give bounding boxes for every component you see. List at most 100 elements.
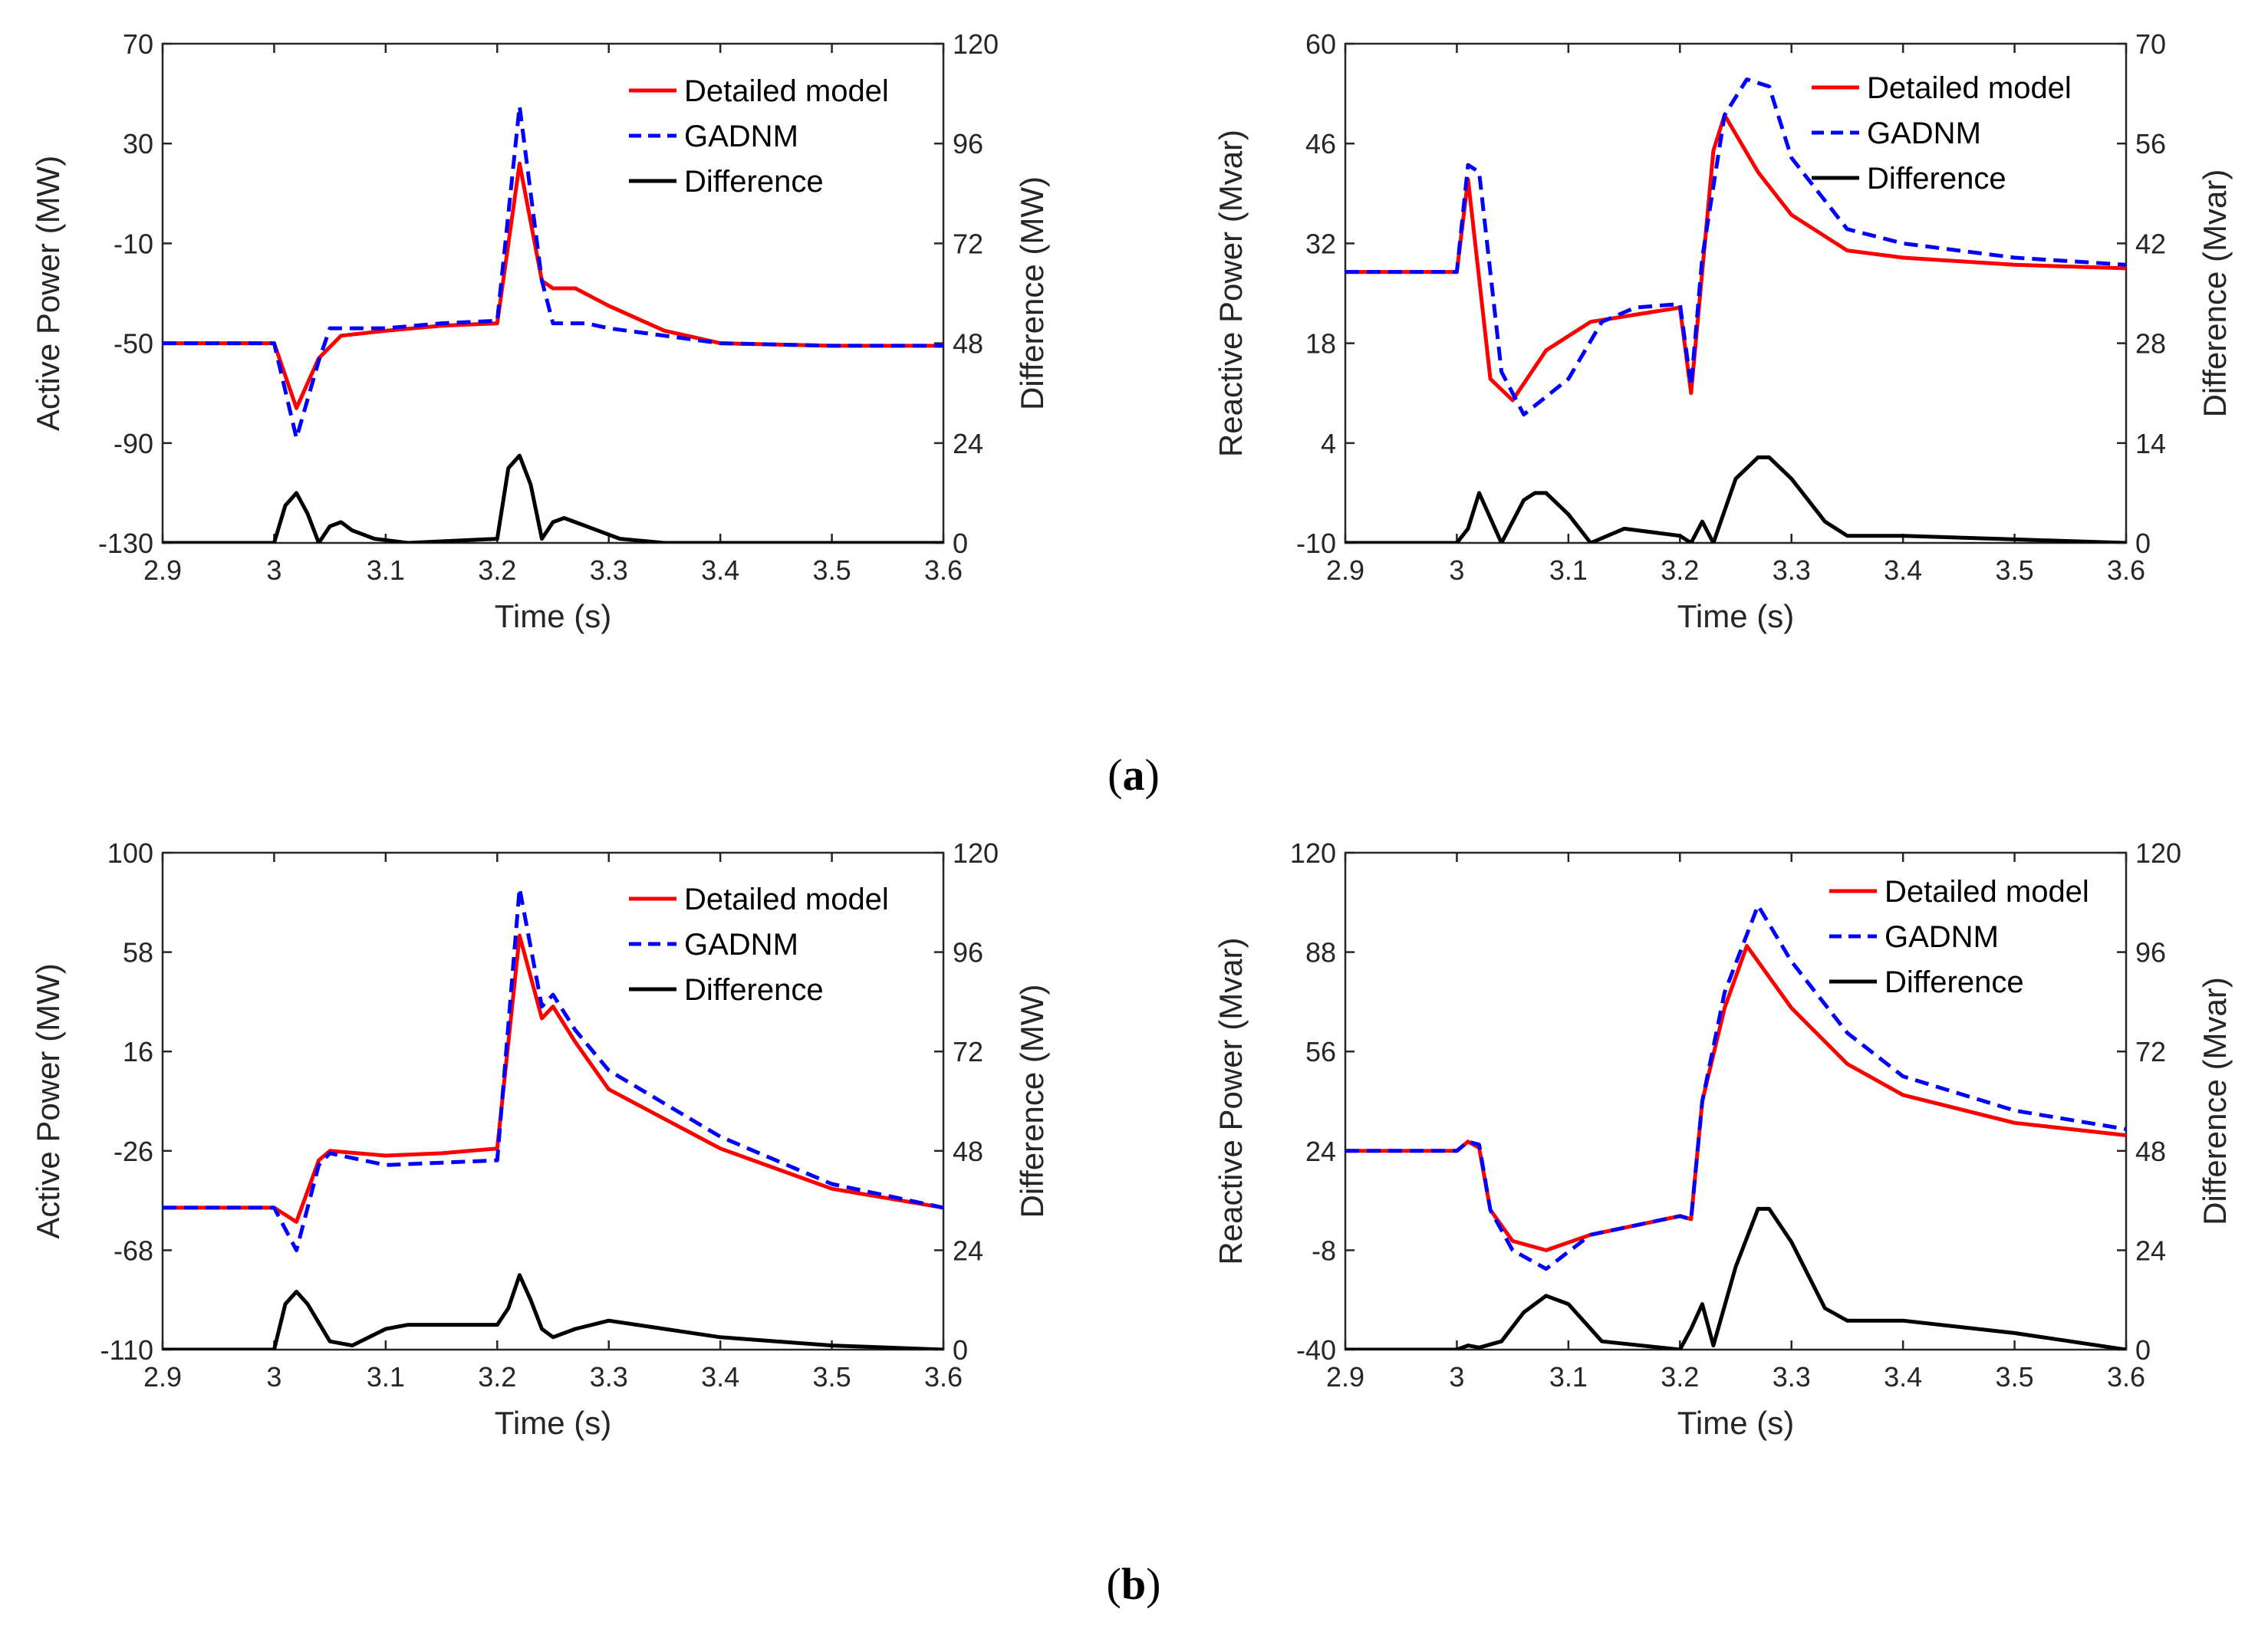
y2-axis-label: Difference (Mvar) bbox=[2197, 977, 2233, 1225]
x-tick-label: 3.3 bbox=[1773, 554, 1811, 586]
plot-frame bbox=[161, 851, 945, 1351]
legend-label: GADNM bbox=[1885, 920, 1999, 954]
legend-label: Difference bbox=[684, 973, 824, 1007]
series-line-difference bbox=[163, 1273, 943, 1350]
legend-label: Detailed model bbox=[1867, 71, 2072, 105]
y2-axis-label: Difference (Mvar) bbox=[2197, 169, 2233, 418]
chart-b-left: 2.9 3 3.1 3.2 3.3 3.4 3.5 3.6 -110 -68 -26 16 58 100 0… bbox=[30, 837, 1050, 1441]
plot-frame bbox=[1344, 42, 2128, 544]
x-tick-label: 2.9 bbox=[1326, 1361, 1364, 1393]
y-tick-label: 70 bbox=[123, 28, 153, 60]
x-tick-label: 3.1 bbox=[367, 1361, 405, 1393]
y-tick-label: -130 bbox=[98, 528, 153, 559]
x-tick-label: 3.6 bbox=[2107, 554, 2145, 586]
x-tick-label: 3.1 bbox=[1549, 1361, 1588, 1393]
chart-a-right: 2.9 3 3.1 3.2 3.3 3.4 3.5 3.6 -10 4 18 32 46 60 0 14 28 4… bbox=[1213, 28, 2233, 634]
y2-tick-label: 0 bbox=[953, 1334, 968, 1366]
y-axis-label: Active Power (MW) bbox=[30, 963, 66, 1238]
plot-frame bbox=[161, 42, 945, 544]
y-tick-label: 56 bbox=[1305, 1036, 1336, 1067]
x-tick-label: 3 bbox=[266, 1361, 281, 1393]
series-line-detailed-model bbox=[163, 933, 943, 1224]
y2-tick-label: 24 bbox=[953, 1235, 983, 1266]
y2-tick-label: 120 bbox=[953, 28, 999, 60]
y2-tick-label: 48 bbox=[2135, 1136, 2166, 1167]
y-axis-label: Active Power (MW) bbox=[30, 156, 66, 431]
x-tick-label: 3.1 bbox=[1549, 554, 1588, 586]
x-tick-label: 3 bbox=[1449, 554, 1464, 586]
chart-a-left: 2.9 3 3.1 3.2 3.3 3.4 3.5 3.6 -130 -90 -50 -10 30 70 0… bbox=[30, 28, 1050, 634]
x-tick-label: 3.1 bbox=[367, 554, 405, 586]
series-line-detailed-model bbox=[163, 161, 943, 410]
x-tick-label: 2.9 bbox=[143, 1361, 182, 1393]
y-tick-label: 46 bbox=[1305, 128, 1336, 160]
x-axis-label: Time (s) bbox=[495, 1405, 611, 1441]
y-tick-label: 100 bbox=[107, 837, 153, 869]
legend-label: Difference bbox=[684, 165, 824, 199]
series-line-difference bbox=[163, 453, 943, 543]
x-tick-label: 3.5 bbox=[1996, 554, 2034, 586]
x-tick-label: 3.4 bbox=[1884, 554, 1922, 586]
y2-tick-label: 120 bbox=[2135, 837, 2181, 869]
y-tick-label: 16 bbox=[123, 1036, 153, 1067]
y2-tick-label: 120 bbox=[953, 837, 999, 869]
y2-tick-label: 14 bbox=[2135, 428, 2166, 459]
legend-label: Difference bbox=[1885, 965, 2024, 999]
y2-tick-label: 0 bbox=[953, 528, 968, 559]
y2-tick-label: 96 bbox=[953, 937, 983, 969]
legend-label: Difference bbox=[1867, 162, 2006, 196]
y2-tick-label: 96 bbox=[2135, 937, 2166, 969]
y2-axis-label: Difference (MW) bbox=[1014, 176, 1050, 410]
y-tick-label: -110 bbox=[100, 1334, 153, 1366]
x-tick-label: 3.5 bbox=[1996, 1361, 2034, 1393]
panel-label-a: (a) bbox=[1108, 750, 1160, 800]
chart-b-right: 2.9 3 3.1 3.2 3.3 3.4 3.5 3.6 -40 -8 24 56 88 120 0 24 4… bbox=[1213, 837, 2233, 1441]
legend-label: GADNM bbox=[684, 928, 798, 962]
x-tick-label: 3.2 bbox=[478, 1361, 516, 1393]
x-tick-label: 3.6 bbox=[2107, 1361, 2145, 1393]
panel-label-b: (b) bbox=[1107, 1559, 1161, 1609]
y-tick-label: -50 bbox=[114, 328, 153, 360]
x-axis-label: Time (s) bbox=[1677, 598, 1794, 634]
y2-tick-label: 48 bbox=[953, 328, 983, 360]
series-line-gadnm bbox=[163, 104, 943, 440]
x-axis-label: Time (s) bbox=[1677, 1405, 1794, 1441]
y2-tick-label: 42 bbox=[2135, 228, 2166, 259]
y2-tick-label: 70 bbox=[2135, 28, 2166, 60]
y-tick-label: 4 bbox=[1321, 428, 1336, 459]
x-tick-label: 3.2 bbox=[1661, 554, 1699, 586]
x-tick-label: 3 bbox=[1449, 1361, 1464, 1393]
y-tick-label: -10 bbox=[1296, 528, 1336, 559]
y-tick-label: 18 bbox=[1305, 328, 1336, 360]
y-tick-label: 32 bbox=[1305, 228, 1336, 259]
y2-tick-label: 96 bbox=[953, 128, 983, 160]
x-tick-label: 3.2 bbox=[478, 554, 516, 586]
x-tick-label: 3 bbox=[266, 554, 281, 586]
x-tick-label: 3.6 bbox=[924, 1361, 963, 1393]
y-tick-label: 88 bbox=[1305, 937, 1336, 969]
legend-label: Detailed model bbox=[684, 883, 889, 916]
y-tick-label: -10 bbox=[114, 228, 153, 259]
y2-tick-label: 24 bbox=[2135, 1235, 2166, 1266]
y-tick-label: 120 bbox=[1290, 837, 1336, 869]
legend-label: GADNM bbox=[684, 120, 798, 153]
x-tick-label: 3.3 bbox=[590, 1361, 628, 1393]
y2-tick-label: 48 bbox=[953, 1136, 983, 1167]
x-tick-label: 2.9 bbox=[143, 554, 182, 586]
y2-tick-label: 28 bbox=[2135, 328, 2166, 360]
series-line-gadnm bbox=[1345, 77, 2126, 417]
x-tick-label: 3.4 bbox=[1884, 1361, 1922, 1393]
x-tick-label: 3.6 bbox=[924, 554, 963, 586]
x-tick-label: 3.2 bbox=[1661, 1361, 1699, 1393]
x-axis-label: Time (s) bbox=[495, 598, 611, 634]
plot-frame bbox=[1344, 851, 2128, 1351]
x-tick-label: 2.9 bbox=[1326, 554, 1364, 586]
y2-tick-label: 56 bbox=[2135, 128, 2166, 160]
series-line-gadnm bbox=[163, 886, 943, 1252]
y2-axis-label: Difference (MW) bbox=[1014, 985, 1050, 1219]
legend-label: Detailed model bbox=[684, 74, 889, 108]
y2-tick-label: 72 bbox=[2135, 1036, 2166, 1067]
y2-tick-label: 0 bbox=[2135, 528, 2151, 559]
x-tick-label: 3.4 bbox=[701, 554, 739, 586]
